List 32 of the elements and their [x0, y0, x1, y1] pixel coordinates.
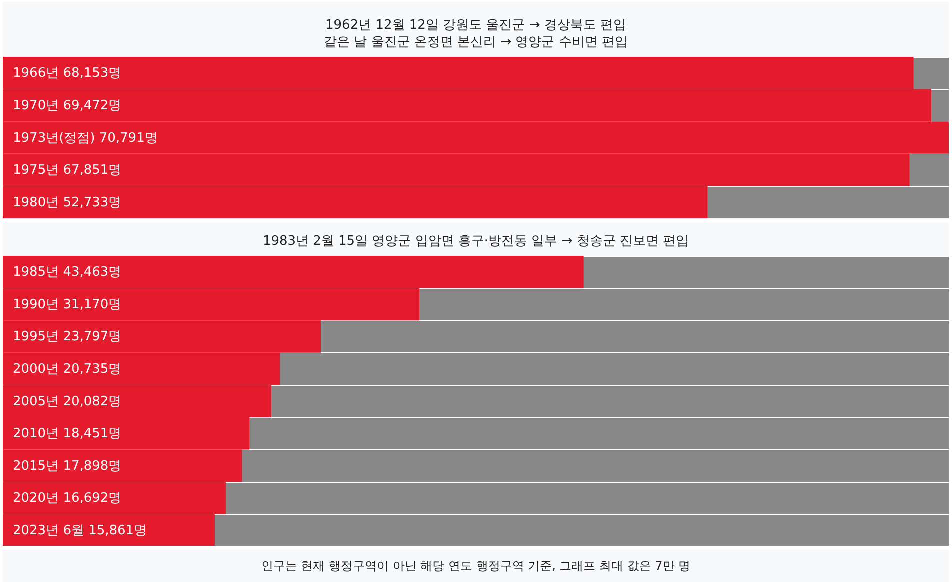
data-label: 69,472명	[63, 98, 122, 114]
category-label: 2005년	[13, 394, 60, 409]
category-label: 1973년(정점)	[13, 130, 96, 146]
chart-title: 1962년 12월 12일 강원도 울진군 → 경상북도 편입	[326, 18, 626, 33]
category-label: 1980년	[13, 195, 60, 210]
data-label: 68,153명	[63, 66, 122, 82]
category-label: 2000년	[13, 362, 60, 377]
data-label: 67,851명	[63, 163, 122, 178]
data-label: 43,463명	[63, 264, 122, 280]
category-label: 1995년	[13, 329, 60, 344]
text: 인구는 현재 행정구역이 아닌 해당 연도 행정구역 기준, 그래프 최대 값은 7만 명	[3, 550, 949, 582]
data-label: 52,733명	[63, 195, 122, 210]
category-label: 1966년	[13, 66, 60, 82]
data-label: 70,791명	[99, 130, 158, 146]
category-label: 1970년	[13, 98, 60, 114]
category-label: 1985년	[13, 264, 60, 280]
category-label: 1975년	[13, 163, 60, 178]
data-label: 16,692명	[63, 490, 122, 506]
chart-subtitle: 같은 날 울진군 온정면 본신리 → 영양군 수비면 편입	[324, 35, 628, 50]
category-label: 2020년	[13, 490, 60, 506]
data-label: 15,861명	[88, 523, 148, 538]
data-label: 17,898명	[63, 458, 122, 474]
data-label: 20,082명	[63, 394, 122, 409]
data-label: 18,451명	[63, 426, 122, 442]
data-label: 23,797명	[63, 329, 122, 344]
chart-title: 1983년 2월 15일 영양군 입암면 흥구·방전동 일부 → 청송군 진보면 편입	[262, 234, 690, 248]
data-label: 20,735명	[63, 362, 122, 377]
data-label: 31,170명	[63, 296, 122, 312]
category-label: 1990년	[13, 296, 60, 312]
category-label: 2015년	[13, 458, 60, 474]
category-label: 2023년 6월	[13, 523, 84, 538]
category-label: 2010년	[13, 426, 60, 442]
